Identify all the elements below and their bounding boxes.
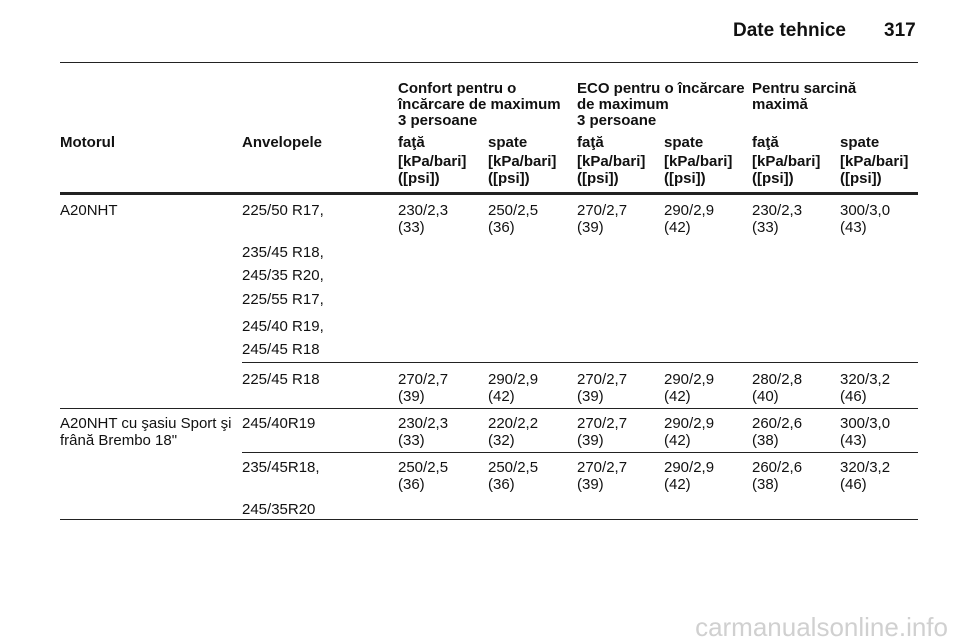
pressure: (39) (577, 219, 604, 236)
tire: 245/40 R19, (242, 318, 324, 335)
pressure: (33) (752, 219, 779, 236)
pressure: 250/2,5 (488, 459, 539, 476)
pressure: 300/3,0 (840, 202, 891, 219)
engine: frână Brembo 18" (60, 432, 178, 449)
pressure: 290/2,9 (664, 459, 715, 476)
pressure: (39) (577, 388, 604, 405)
tire: 245/35 R20, (242, 267, 324, 284)
tire: 235/45R18, (242, 459, 320, 476)
group-header: 3 persoane (398, 112, 478, 129)
tire: 225/50 R17, (242, 202, 324, 219)
tire: 225/55 R17, (242, 291, 324, 308)
pressure: 290/2,9 (664, 415, 715, 432)
pressure: (32) (488, 432, 515, 449)
pressure: (39) (577, 432, 604, 449)
pressure: (42) (664, 476, 691, 493)
pressure: (33) (398, 432, 425, 449)
group-header: de maximum (577, 96, 669, 113)
pressure: (38) (752, 432, 779, 449)
page-title: Date tehnice (733, 20, 846, 41)
pressure: (42) (664, 388, 691, 405)
column-header: faţă (398, 134, 425, 151)
column-header: Motorul (60, 134, 115, 151)
pressure: (36) (488, 219, 515, 236)
column-header: faţă (577, 134, 604, 151)
pressure: (36) (488, 476, 515, 493)
column-header: spate (840, 134, 880, 151)
pressure: 290/2,9 (664, 371, 715, 388)
group-header: încărcare de maximum (398, 96, 561, 113)
unit: [kPa/bari] (840, 153, 909, 170)
rule (242, 362, 918, 363)
unit: ([psi]) (840, 170, 882, 187)
pressure: (42) (664, 219, 691, 236)
unit: [kPa/bari] (664, 153, 733, 170)
group-header: maximă (752, 96, 808, 113)
watermark: carmanualsonline.info (695, 612, 948, 642)
unit: ([psi]) (398, 170, 440, 187)
unit: ([psi]) (577, 170, 619, 187)
pressure: 300/3,0 (840, 415, 891, 432)
pressure: 320/3,2 (840, 459, 891, 476)
column-header: faţă (752, 134, 779, 151)
pressure: 280/2,8 (752, 371, 803, 388)
unit: [kPa/bari] (577, 153, 646, 170)
tire: 245/45 R18 (242, 341, 320, 358)
pressure: 290/2,9 (664, 202, 715, 219)
pressure: (43) (840, 219, 867, 236)
pressure: 230/2,3 (398, 202, 449, 219)
unit: ([psi]) (752, 170, 794, 187)
rule (60, 62, 918, 63)
column-header: spate (488, 134, 528, 151)
pressure: 290/2,9 (488, 371, 539, 388)
pressure: (46) (840, 388, 867, 405)
pressure: 250/2,5 (398, 459, 449, 476)
pressure: (33) (398, 219, 425, 236)
pressure: (42) (664, 432, 691, 449)
engine: A20NHT (60, 202, 118, 219)
unit: ([psi]) (488, 170, 530, 187)
pressure: 230/2,3 (752, 202, 803, 219)
pressure: 250/2,5 (488, 202, 539, 219)
pressure: (40) (752, 388, 779, 405)
tire: 245/40R19 (242, 415, 316, 432)
pressure: 260/2,6 (752, 415, 803, 432)
pressure: 270/2,7 (577, 202, 628, 219)
pressure: (36) (398, 476, 425, 493)
unit: [kPa/bari] (752, 153, 821, 170)
pressure: 260/2,6 (752, 459, 803, 476)
group-header: 3 persoane (577, 112, 657, 129)
column-header: spate (664, 134, 704, 151)
pressure: (39) (398, 388, 425, 405)
pressure: (38) (752, 476, 779, 493)
pressure: (42) (488, 388, 515, 405)
rule (60, 408, 918, 409)
pressure: 270/2,7 (577, 415, 628, 432)
pressure: (46) (840, 476, 867, 493)
unit: ([psi]) (664, 170, 706, 187)
pressure: 270/2,7 (577, 459, 628, 476)
tire: 235/45 R18, (242, 244, 324, 261)
pressure: (39) (577, 476, 604, 493)
unit: [kPa/bari] (398, 153, 467, 170)
pressure: 270/2,7 (398, 371, 449, 388)
engine: A20NHT cu şasiu Sport şi (60, 415, 232, 432)
tire: 225/45 R18 (242, 371, 320, 388)
pressure: 230/2,3 (398, 415, 449, 432)
group-header: Confort pentru o (398, 80, 517, 97)
column-header: Anvelopele (242, 134, 323, 151)
rule (242, 452, 918, 453)
pressure: 270/2,7 (577, 371, 628, 388)
group-header: ECO pentru o încărcare (577, 80, 745, 97)
tire: 245/35R20 (242, 501, 316, 518)
pressure: 220/2,2 (488, 415, 539, 432)
rule (60, 192, 918, 195)
pressure: (43) (840, 432, 867, 449)
page-number: 317 (884, 20, 916, 41)
pressure: 320/3,2 (840, 371, 891, 388)
rule (60, 519, 918, 520)
unit: [kPa/bari] (488, 153, 557, 170)
group-header: Pentru sarcină (752, 80, 857, 97)
